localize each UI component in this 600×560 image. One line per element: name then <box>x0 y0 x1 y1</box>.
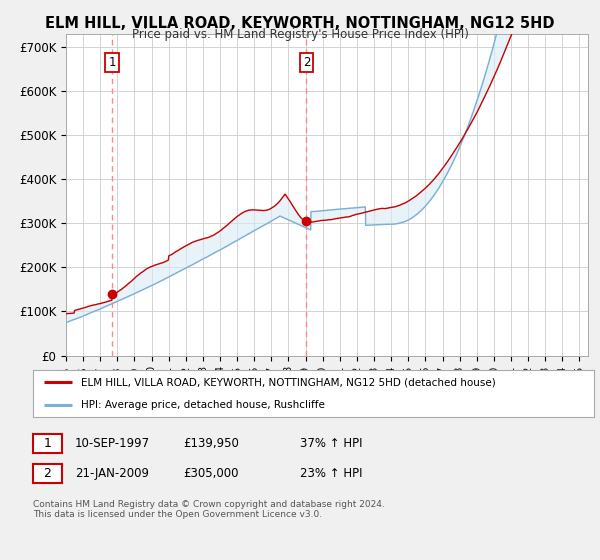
Text: 10-SEP-1997: 10-SEP-1997 <box>75 437 150 450</box>
Text: ELM HILL, VILLA ROAD, KEYWORTH, NOTTINGHAM, NG12 5HD: ELM HILL, VILLA ROAD, KEYWORTH, NOTTINGH… <box>45 16 555 31</box>
Text: 2: 2 <box>43 466 52 480</box>
Text: ELM HILL, VILLA ROAD, KEYWORTH, NOTTINGHAM, NG12 5HD (detached house): ELM HILL, VILLA ROAD, KEYWORTH, NOTTINGH… <box>80 377 496 388</box>
Text: £139,950: £139,950 <box>183 437 239 450</box>
Text: 2: 2 <box>303 56 310 69</box>
Text: HPI: Average price, detached house, Rushcliffe: HPI: Average price, detached house, Rush… <box>80 400 325 410</box>
Text: Contains HM Land Registry data © Crown copyright and database right 2024.
This d: Contains HM Land Registry data © Crown c… <box>33 500 385 519</box>
Text: 1: 1 <box>108 56 116 69</box>
Text: 1: 1 <box>43 437 52 450</box>
Text: Price paid vs. HM Land Registry's House Price Index (HPI): Price paid vs. HM Land Registry's House … <box>131 28 469 41</box>
Text: £305,000: £305,000 <box>183 466 239 480</box>
Text: 37% ↑ HPI: 37% ↑ HPI <box>300 437 362 450</box>
Text: 21-JAN-2009: 21-JAN-2009 <box>75 466 149 480</box>
Text: 23% ↑ HPI: 23% ↑ HPI <box>300 466 362 480</box>
